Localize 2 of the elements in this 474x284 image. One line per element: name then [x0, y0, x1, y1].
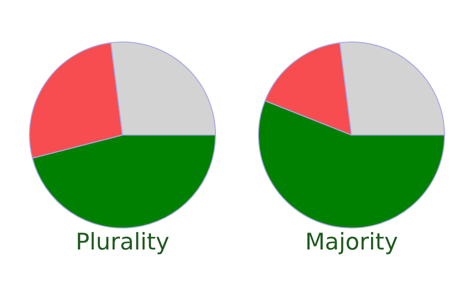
text: Plurality: [76, 230, 170, 256]
text: Majority: [305, 230, 398, 256]
